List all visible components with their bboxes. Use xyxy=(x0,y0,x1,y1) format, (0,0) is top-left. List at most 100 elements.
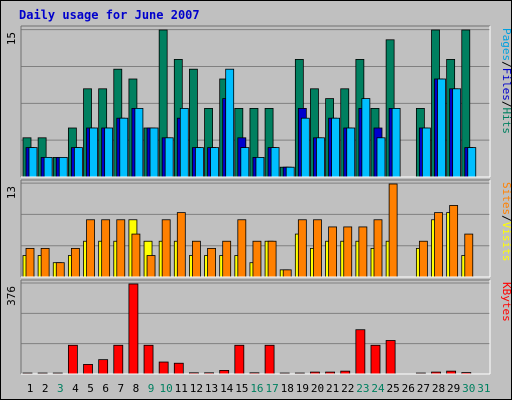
bar-kbytes-day-14 xyxy=(219,370,230,375)
panel-3-legend: KBytes xyxy=(500,282,512,322)
legend-files: Files xyxy=(500,68,512,101)
panel-2-ymax-label: 13 xyxy=(5,186,18,199)
x-tick-label-day-15: 15 xyxy=(235,382,248,395)
bar-pages-day-5 xyxy=(89,127,98,178)
bar-sites-day-6 xyxy=(101,219,111,278)
x-tick-label-day-13: 13 xyxy=(205,382,218,395)
x-tick-label-day-18: 18 xyxy=(281,382,294,395)
bar-pages-day-17 xyxy=(270,147,280,178)
x-tick-label-day-24: 24 xyxy=(371,382,385,395)
legend-separator: / xyxy=(500,61,512,68)
bar-sites-day-7 xyxy=(116,219,126,278)
bar-pages-day-14 xyxy=(225,68,235,178)
bar-kbytes-day-4 xyxy=(67,344,78,375)
bar-sites-day-12 xyxy=(192,240,201,278)
panel-1-legend: Pages/Files/Hits xyxy=(500,28,512,134)
bar-sites-day-20 xyxy=(313,219,322,278)
bar-pages-day-28 xyxy=(437,78,446,178)
bar-sites-day-17 xyxy=(267,240,277,278)
bar-kbytes-day-6 xyxy=(98,359,109,375)
x-tick-label-day-21: 21 xyxy=(326,382,339,395)
x-tick-label-day-26: 26 xyxy=(402,382,415,395)
bar-sites-day-21 xyxy=(328,226,338,278)
bar-pages-day-16 xyxy=(255,156,265,178)
bar-kbytes-day-9 xyxy=(143,344,154,375)
x-tick-label-day-27: 27 xyxy=(417,382,430,395)
bar-kbytes-day-24 xyxy=(370,344,381,375)
x-tick-label-day-19: 19 xyxy=(296,382,309,395)
x-tick-label-day-23: 23 xyxy=(356,382,369,395)
bar-pages-day-2 xyxy=(43,156,53,178)
x-tick-label-day-2: 2 xyxy=(42,382,49,395)
x-tick-label-day-5: 5 xyxy=(87,382,94,395)
x-tick-label-day-28: 28 xyxy=(432,382,445,395)
x-tick-label-day-31: 31 xyxy=(477,382,490,395)
x-tick-label-day-16: 16 xyxy=(250,382,263,395)
bar-sites-day-1 xyxy=(25,247,35,278)
bar-sites-day-8 xyxy=(131,233,141,278)
bar-sites-day-16 xyxy=(252,240,262,278)
x-tick-label-day-1: 1 xyxy=(27,382,34,395)
bar-pages-day-18 xyxy=(285,166,295,178)
bar-sites-day-11 xyxy=(176,212,186,278)
bar-sites-day-25 xyxy=(388,183,398,278)
legend-sites: Sites xyxy=(500,182,512,215)
bar-sites-day-28 xyxy=(434,212,443,278)
bar-kbytes-day-15 xyxy=(234,344,245,375)
x-tick-label-day-25: 25 xyxy=(386,382,399,395)
x-tick-label-day-3: 3 xyxy=(57,382,64,395)
x-tick-label-day-12: 12 xyxy=(190,382,203,395)
panel-1-ymax-label: 15 xyxy=(5,32,18,45)
bar-sites-day-27 xyxy=(418,240,428,278)
panel-3-ymax-label: 376 xyxy=(5,286,18,306)
bar-kbytes-day-11 xyxy=(173,362,184,375)
legend-pages: Pages xyxy=(500,28,512,61)
bar-kbytes-day-8 xyxy=(128,283,139,375)
x-tick-label-day-11: 11 xyxy=(175,382,188,395)
bar-sites-day-22 xyxy=(343,226,353,278)
bar-kbytes-day-10 xyxy=(158,361,169,375)
bar-pages-day-12 xyxy=(195,147,204,178)
bar-sites-day-24 xyxy=(373,219,383,278)
bar-kbytes-day-25 xyxy=(385,340,396,375)
legend-separator: / xyxy=(500,101,512,108)
x-tick-label-day-7: 7 xyxy=(117,382,124,395)
bar-sites-day-3 xyxy=(55,262,65,278)
legend-visits: Visits xyxy=(500,222,512,262)
bar-pages-day-3 xyxy=(58,156,68,178)
bar-pages-day-6 xyxy=(104,127,114,178)
bar-pages-day-1 xyxy=(28,147,38,178)
x-tick-label-day-22: 22 xyxy=(341,382,354,395)
x-tick-label-day-8: 8 xyxy=(133,382,140,395)
x-tick-label-day-9: 9 xyxy=(148,382,155,395)
x-tick-label-day-4: 4 xyxy=(72,382,79,395)
bar-pages-day-9 xyxy=(149,127,159,178)
bar-pages-day-10 xyxy=(164,137,174,178)
bar-pages-day-19 xyxy=(300,117,310,178)
bar-pages-day-11 xyxy=(179,108,189,178)
bar-pages-day-15 xyxy=(240,147,250,178)
legend-kbytes: KBytes xyxy=(500,282,512,322)
x-tick-label-day-14: 14 xyxy=(220,382,234,395)
bar-sites-day-30 xyxy=(464,233,474,278)
x-tick-label-day-20: 20 xyxy=(311,382,324,395)
bar-pages-day-21 xyxy=(331,117,341,178)
x-tick-label-day-30: 30 xyxy=(462,382,475,395)
bar-pages-day-25 xyxy=(391,108,401,178)
panel-2-legend: Sites/Visits xyxy=(500,182,512,262)
x-tick-label-day-6: 6 xyxy=(102,382,109,395)
legend-separator: / xyxy=(500,215,512,222)
bar-pages-day-13 xyxy=(210,147,219,178)
bar-sites-day-14 xyxy=(222,240,232,278)
bar-kbytes-day-17 xyxy=(264,344,275,375)
bar-sites-day-15 xyxy=(237,219,247,278)
bar-pages-day-24 xyxy=(376,137,386,178)
legend-hits: Hits xyxy=(500,108,512,135)
bar-pages-day-7 xyxy=(119,117,129,178)
bar-sites-day-4 xyxy=(70,247,80,278)
bar-pages-day-22 xyxy=(346,127,356,178)
bar-sites-day-18 xyxy=(282,269,292,278)
bar-sites-day-13 xyxy=(207,247,216,278)
bar-sites-day-2 xyxy=(40,247,50,278)
